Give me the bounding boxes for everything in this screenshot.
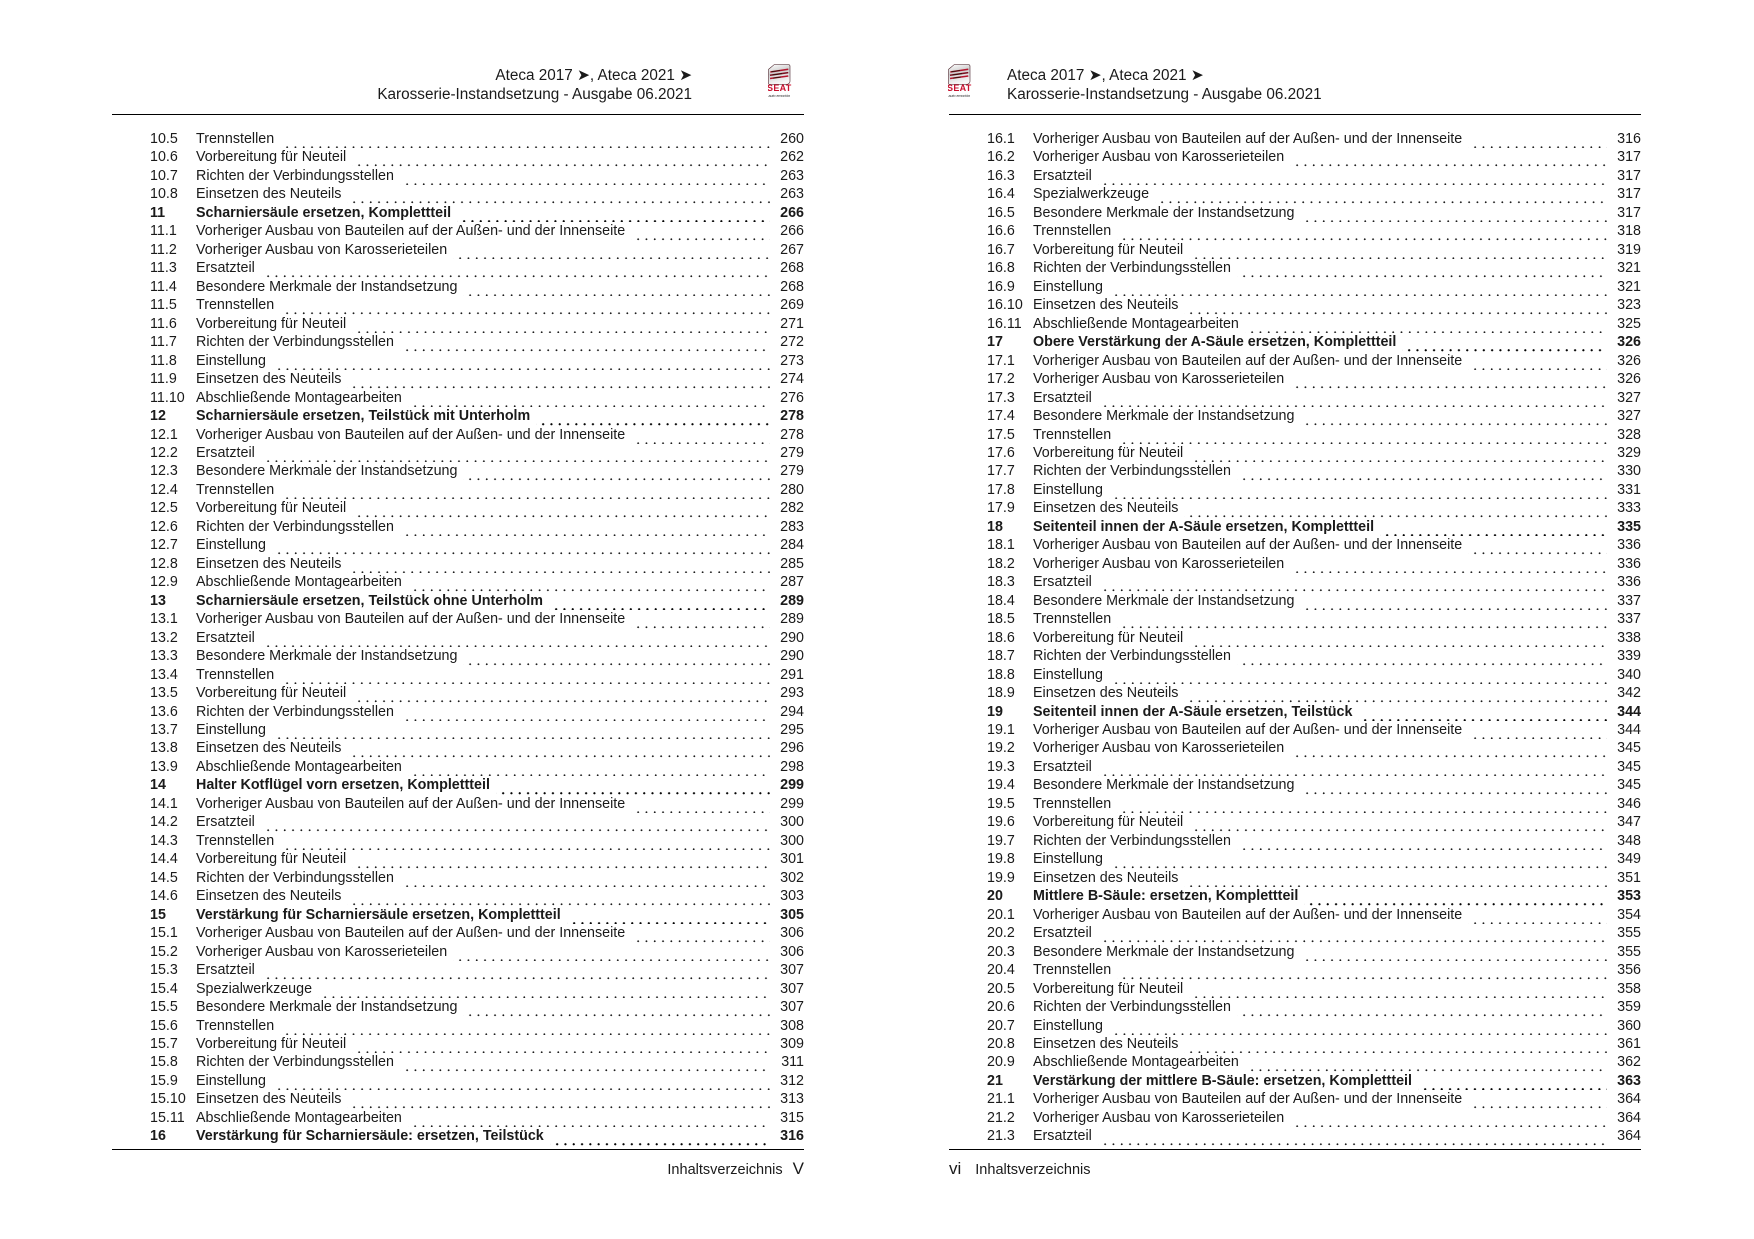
svg-text:auto emoción: auto emoción (949, 94, 971, 98)
svg-text:auto emoción: auto emoción (769, 94, 791, 98)
svg-text:SEAT: SEAT (948, 83, 972, 93)
svg-text:SEAT: SEAT (768, 83, 792, 93)
